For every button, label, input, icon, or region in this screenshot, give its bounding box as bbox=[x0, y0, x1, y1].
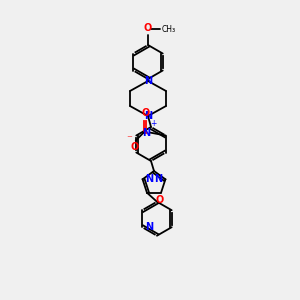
Text: N: N bbox=[142, 128, 150, 137]
Text: N: N bbox=[146, 174, 154, 184]
Text: O: O bbox=[130, 142, 139, 152]
Text: O: O bbox=[144, 23, 152, 33]
Text: N: N bbox=[144, 76, 152, 86]
Text: O: O bbox=[156, 195, 164, 205]
Text: ⁻: ⁻ bbox=[126, 134, 132, 145]
Text: N: N bbox=[145, 222, 153, 232]
Text: CH₃: CH₃ bbox=[162, 25, 176, 34]
Text: N: N bbox=[144, 111, 152, 121]
Text: O: O bbox=[142, 107, 150, 118]
Text: +: + bbox=[150, 118, 156, 127]
Text: N: N bbox=[154, 174, 162, 184]
